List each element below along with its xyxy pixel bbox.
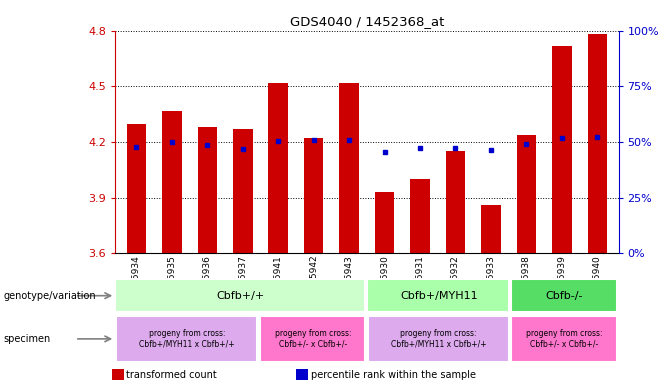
Text: Cbfb+/MYH11: Cbfb+/MYH11: [400, 291, 478, 301]
Text: progeny from cross:
Cbfb+/- x Cbfb+/-: progeny from cross: Cbfb+/- x Cbfb+/-: [526, 329, 603, 349]
Text: progeny from cross:
Cbfb+/- x Cbfb+/-: progeny from cross: Cbfb+/- x Cbfb+/-: [274, 329, 351, 349]
Bar: [481, 205, 501, 253]
Bar: [511, 316, 617, 362]
Bar: [115, 279, 365, 312]
Bar: [367, 279, 509, 312]
Text: progeny from cross:
Cbfb+/MYH11 x Cbfb+/+: progeny from cross: Cbfb+/MYH11 x Cbfb+/…: [391, 329, 486, 349]
Bar: [233, 129, 253, 253]
Bar: [304, 138, 324, 253]
Bar: [127, 124, 146, 253]
Text: percentile rank within the sample: percentile rank within the sample: [311, 370, 476, 380]
Bar: [340, 83, 359, 253]
Text: genotype/variation: genotype/variation: [3, 291, 96, 301]
Text: Cbfb+/+: Cbfb+/+: [217, 291, 265, 301]
Bar: [375, 192, 394, 253]
Text: Cbfb-/-: Cbfb-/-: [546, 291, 584, 301]
Text: transformed count: transformed count: [126, 370, 217, 380]
Title: GDS4040 / 1452368_at: GDS4040 / 1452368_at: [290, 15, 444, 28]
Bar: [268, 83, 288, 253]
Bar: [116, 316, 257, 362]
Bar: [445, 151, 465, 253]
Bar: [368, 316, 509, 362]
Text: progeny from cross:
Cbfb+/MYH11 x Cbfb+/+: progeny from cross: Cbfb+/MYH11 x Cbfb+/…: [139, 329, 235, 349]
Bar: [162, 111, 182, 253]
Bar: [511, 279, 617, 312]
Bar: [197, 127, 217, 253]
Bar: [260, 316, 365, 362]
Bar: [517, 135, 536, 253]
Bar: [588, 35, 607, 253]
Bar: [552, 46, 572, 253]
Bar: [410, 179, 430, 253]
Text: specimen: specimen: [3, 334, 51, 344]
